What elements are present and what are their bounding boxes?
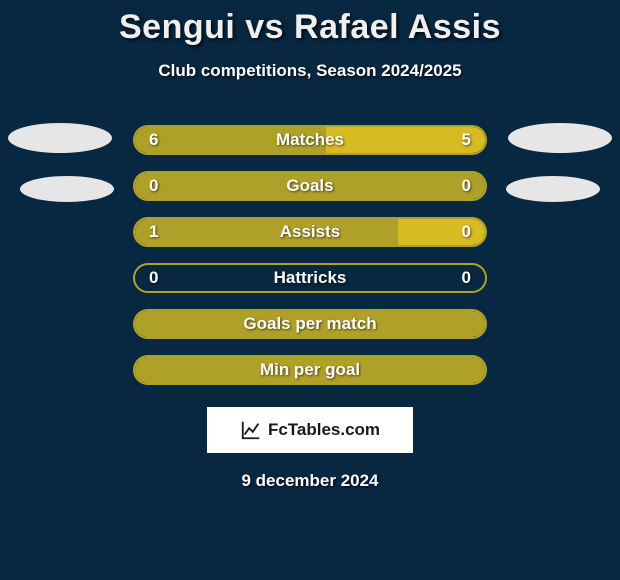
stat-row: Min per goal [0,347,620,393]
bar-left-fill [135,173,485,199]
stat-bar: Min per goal [133,355,487,385]
branding-badge: FcTables.com [207,407,413,453]
bar-right-fill [326,127,485,153]
stat-row: Assists10 [0,209,620,255]
bar-left-fill [135,357,485,383]
comparison-card: Sengui vs Rafael Assis Club competitions… [0,0,620,491]
stat-bar: Goals00 [133,171,487,201]
stat-row: Hattricks0 0 [0,255,620,301]
stat-value-left: 0 [149,268,158,288]
page-title: Sengui vs Rafael Assis [0,8,620,47]
stat-bar: Hattricks0 0 [133,263,487,293]
stat-row: Goals00 [0,163,620,209]
date-label: 9 december 2024 [0,471,620,491]
stat-row: Goals per match [0,301,620,347]
stat-rows: Matches65 Goals00 Assists10 Hattricks0 0 Goal… [0,117,620,393]
chart-icon [240,419,262,441]
stat-bar: Goals per match [133,309,487,339]
bar-right-fill [398,219,486,245]
subtitle: Club competitions, Season 2024/2025 [0,61,620,81]
stat-value-right: 0 [462,268,471,288]
stat-bar: Assists10 [133,217,487,247]
stat-bar: Matches65 [133,125,487,155]
bar-left-fill [135,219,398,245]
branding-text: FcTables.com [268,420,380,440]
bar-left-fill [135,311,485,337]
stat-label: Hattricks [135,268,485,288]
bar-left-fill [135,127,326,153]
stat-row: Matches65 [0,117,620,163]
